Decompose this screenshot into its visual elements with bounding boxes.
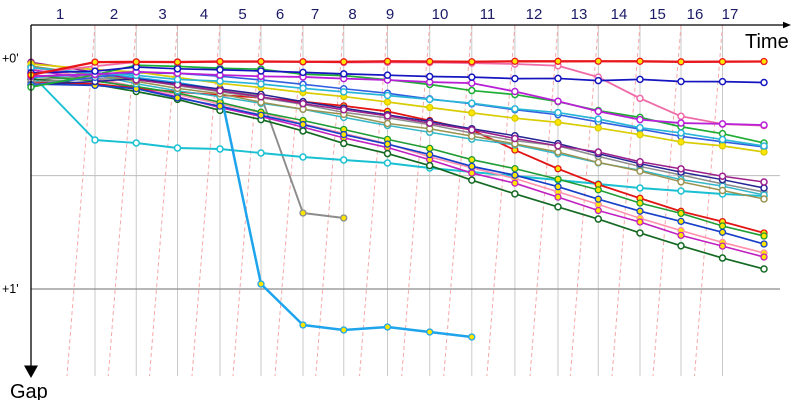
svg-text:+1': +1' (2, 282, 19, 296)
svg-text:+0': +0' (2, 52, 19, 66)
svg-text:9: 9 (386, 6, 394, 23)
svg-text:5: 5 (238, 6, 246, 23)
svg-text:Time: Time (745, 31, 789, 53)
svg-text:16: 16 (687, 6, 704, 23)
svg-text:10: 10 (432, 6, 449, 23)
svg-text:13: 13 (571, 6, 588, 23)
svg-text:1: 1 (56, 6, 64, 23)
svg-text:Gap: Gap (10, 381, 48, 400)
svg-text:3: 3 (158, 6, 166, 23)
svg-text:17: 17 (722, 6, 739, 23)
svg-text:2: 2 (110, 6, 118, 23)
svg-text:7: 7 (311, 6, 319, 23)
svg-text:12: 12 (526, 6, 543, 23)
svg-text:14: 14 (611, 6, 628, 23)
svg-text:8: 8 (348, 6, 356, 23)
svg-text:11: 11 (480, 6, 496, 23)
svg-text:4: 4 (200, 6, 208, 23)
svg-text:15: 15 (649, 6, 666, 23)
svg-text:6: 6 (276, 6, 284, 23)
